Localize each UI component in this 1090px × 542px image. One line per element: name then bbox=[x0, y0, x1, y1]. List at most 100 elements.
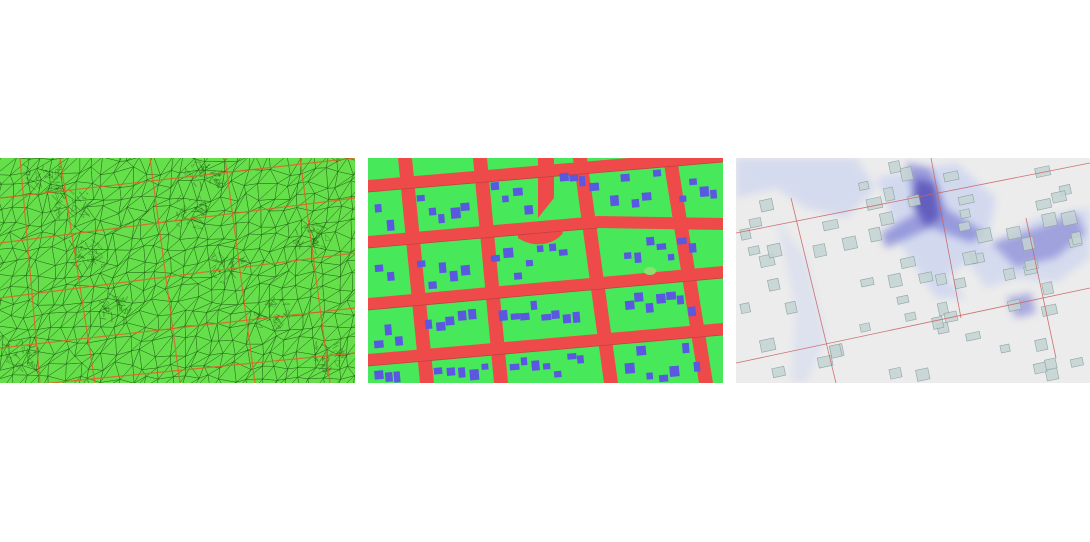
landuse-building bbox=[460, 202, 470, 212]
landuse-building bbox=[646, 372, 654, 380]
flood-building bbox=[883, 186, 896, 202]
flood-building bbox=[767, 277, 781, 292]
flood-building bbox=[999, 343, 1011, 354]
mesh-breaklines bbox=[0, 158, 355, 383]
landuse-building bbox=[631, 198, 640, 208]
flood-building bbox=[758, 198, 775, 213]
flood-building bbox=[860, 277, 875, 288]
landuse-building bbox=[667, 253, 675, 261]
flood-patch bbox=[776, 218, 826, 383]
mesh-breakline bbox=[59, 158, 96, 383]
flood-road bbox=[1025, 217, 1057, 359]
flood-building bbox=[1034, 337, 1049, 352]
mesh-breakline bbox=[0, 307, 355, 349]
landuse-building bbox=[559, 172, 570, 182]
landuse-building bbox=[609, 195, 620, 207]
mesh-cluster bbox=[2, 339, 41, 374]
mesh-cluster bbox=[51, 187, 90, 221]
landuse-building bbox=[681, 342, 690, 354]
landuse-road bbox=[368, 266, 723, 310]
landuse-building bbox=[433, 367, 443, 375]
mesh-cluster bbox=[99, 293, 133, 326]
landuse-building bbox=[512, 187, 524, 197]
landuse-map bbox=[368, 158, 723, 383]
landuse-building bbox=[498, 309, 508, 322]
landuse-building bbox=[562, 314, 572, 324]
flood-building bbox=[1041, 281, 1055, 296]
landuse-building bbox=[676, 295, 685, 305]
landuse-building bbox=[551, 310, 560, 320]
landuse-building bbox=[490, 254, 501, 262]
flood-building bbox=[771, 365, 786, 379]
landuse-building bbox=[438, 213, 445, 224]
landuse-building bbox=[578, 175, 586, 187]
flood-building bbox=[748, 216, 763, 229]
flood-building bbox=[766, 242, 783, 259]
landuse-road bbox=[538, 158, 554, 218]
flood-building bbox=[899, 256, 917, 269]
mesh-triangles bbox=[0, 158, 355, 383]
flood-patch bbox=[911, 178, 941, 228]
mesh-cluster bbox=[184, 160, 227, 191]
flood-building bbox=[1005, 225, 1022, 241]
landuse-road-edge bbox=[368, 277, 723, 311]
flood-building bbox=[859, 322, 871, 333]
flood-building bbox=[943, 310, 959, 324]
flood-building bbox=[841, 235, 858, 251]
flood-road bbox=[736, 162, 1090, 234]
flood-building bbox=[812, 243, 828, 259]
flood-building bbox=[1002, 267, 1016, 281]
flood-building bbox=[878, 211, 895, 227]
flood-building bbox=[822, 218, 840, 232]
landuse-building bbox=[656, 243, 667, 251]
landuse-road bbox=[473, 158, 508, 383]
landuse-building bbox=[438, 262, 447, 274]
landuse-building bbox=[446, 367, 456, 376]
landuse-building bbox=[709, 189, 718, 199]
flood-building bbox=[868, 226, 883, 243]
landuse-building bbox=[676, 237, 687, 245]
landuse-building bbox=[449, 270, 459, 282]
landuse-building bbox=[467, 308, 477, 320]
flood-building bbox=[1060, 210, 1078, 227]
landuse-building bbox=[424, 319, 433, 330]
mesh-map bbox=[0, 158, 355, 383]
landuse-building bbox=[460, 264, 471, 276]
landuse-building bbox=[679, 195, 687, 203]
landuse-building bbox=[524, 205, 534, 215]
flood-building bbox=[1035, 198, 1053, 211]
landuse-building bbox=[641, 192, 652, 201]
landuse-building bbox=[501, 195, 509, 203]
landuse-building bbox=[634, 252, 642, 264]
flood-building bbox=[1050, 190, 1068, 204]
flood-patch bbox=[1006, 293, 1036, 318]
landuse-road-edge bbox=[368, 227, 599, 249]
flood-building bbox=[1041, 211, 1058, 229]
landuse-building bbox=[393, 371, 401, 383]
landuse-road-edge bbox=[368, 334, 723, 367]
landuse-building bbox=[633, 292, 644, 302]
flood-building bbox=[957, 221, 971, 232]
landuse-building bbox=[386, 219, 395, 232]
landuse-building bbox=[624, 362, 636, 374]
landuse-building bbox=[531, 360, 540, 371]
landuse-building bbox=[558, 248, 568, 256]
flood-building bbox=[739, 302, 752, 315]
flood-building bbox=[1070, 231, 1083, 246]
flood-building bbox=[918, 271, 934, 284]
landuse-building bbox=[689, 178, 698, 186]
landuse-building bbox=[699, 186, 710, 198]
landuse-road-edges bbox=[368, 161, 723, 367]
mesh-breakline bbox=[19, 158, 41, 383]
landuse-building bbox=[374, 370, 384, 380]
mesh-breakline bbox=[149, 158, 181, 383]
landuse-building bbox=[513, 272, 523, 280]
landuse-building bbox=[384, 371, 393, 382]
flood-road bbox=[930, 158, 962, 319]
flood-building bbox=[739, 227, 752, 241]
landuse-road bbox=[368, 323, 723, 366]
flood-patch bbox=[736, 158, 876, 218]
flood-building bbox=[1024, 258, 1039, 272]
landuse-building bbox=[416, 194, 426, 202]
flood-building bbox=[829, 343, 843, 359]
